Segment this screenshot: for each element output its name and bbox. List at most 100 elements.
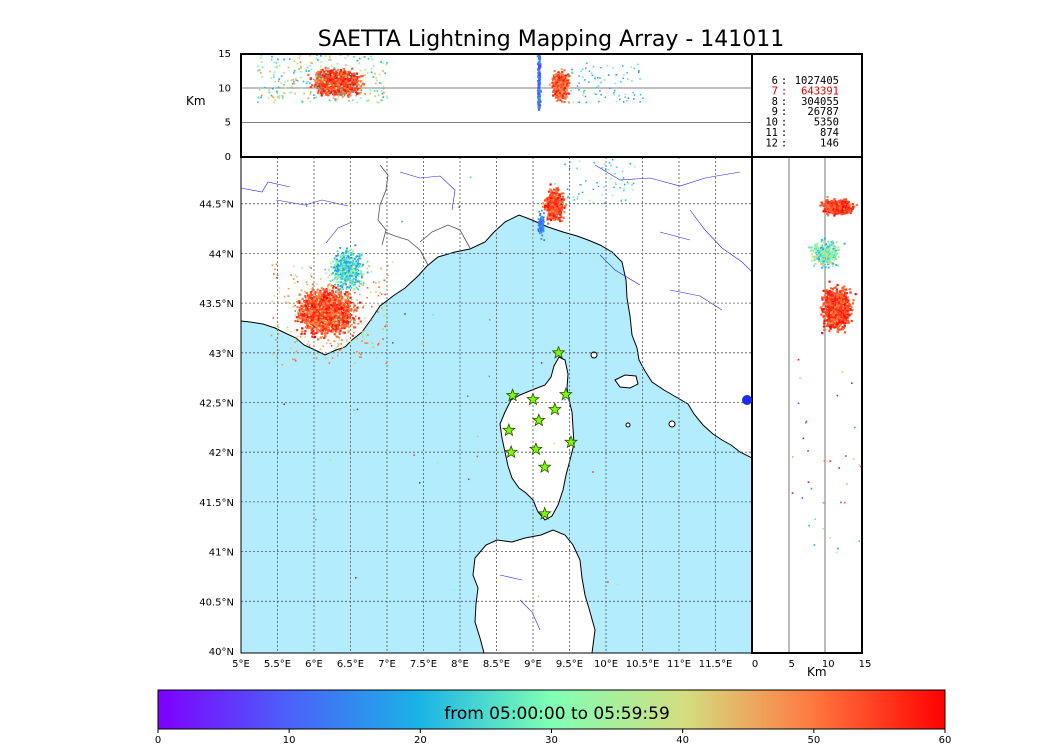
lightning-source-point [320, 317, 323, 320]
lightning-source-point [299, 61, 302, 63]
lightning-source-point [337, 92, 340, 95]
lightning-source-point [335, 286, 338, 289]
lightning-source-point [382, 85, 385, 88]
lightning-source-point [565, 89, 568, 92]
lightning-source-point [344, 312, 348, 315]
lightning-source-point [292, 358, 294, 361]
lightning-source-point [354, 76, 357, 79]
lightning-source-point [555, 193, 558, 196]
lightning-source-point [353, 258, 356, 260]
lightning-source-point [335, 87, 338, 89]
lightning-source-point [311, 293, 314, 297]
lightning-source-point [337, 281, 339, 284]
lightning-source-point [538, 218, 541, 221]
lightning-source-point [326, 84, 329, 87]
lightning-source-point [305, 281, 308, 284]
lightning-source-point [348, 81, 351, 84]
lightning-source-point [311, 318, 314, 321]
lightning-source-point [560, 192, 563, 195]
lightning-source-point [558, 204, 561, 207]
lightning-source-point [305, 319, 308, 322]
lightning-source-point [469, 176, 472, 179]
lightning-source-point [341, 85, 343, 88]
lightning-source-point [294, 274, 297, 277]
lat-tick-label: 40.5°N [199, 597, 234, 608]
lightning-source-point [314, 300, 317, 303]
lightning-source-point [324, 78, 328, 81]
lightning-source-point [380, 99, 382, 102]
lightning-source-point [384, 325, 386, 328]
lightning-source-point [347, 307, 350, 310]
lightning-source-point [346, 286, 349, 289]
lightning-source-point [588, 199, 591, 202]
lightning-source-point [603, 186, 605, 188]
lightning-source-point [334, 307, 337, 310]
lightning-source-point [316, 329, 319, 332]
lightning-source-point [328, 313, 331, 316]
lightning-source-point [339, 261, 342, 264]
lightning-source-point [348, 76, 351, 79]
lightning-source-point [633, 165, 636, 168]
lightning-source-point [357, 266, 360, 269]
lightning-source-point [343, 75, 346, 79]
lightning-source-point [336, 62, 339, 65]
lightning-source-point [348, 249, 351, 252]
lightning-source-point [317, 91, 320, 94]
lightning-source-point [338, 332, 341, 335]
lightning-source-point [333, 92, 337, 96]
lightning-source-point [559, 219, 562, 223]
lightning-source-point [333, 307, 336, 310]
lightning-source-point [345, 265, 348, 268]
lightning-source-point [377, 94, 380, 96]
lightning-source-point [358, 87, 361, 90]
lightning-source-point [308, 321, 311, 324]
lightning-source-point [559, 213, 562, 216]
lightning-source-point [385, 63, 388, 66]
lightning-source-point [564, 205, 567, 208]
lightning-source-point [341, 259, 344, 261]
lightning-source-point [329, 70, 332, 73]
lightning-source-point [341, 254, 344, 257]
lightning-source-point [324, 308, 327, 311]
lightning-source-point [351, 263, 354, 266]
lightning-source-point [348, 71, 352, 74]
lightning-source-point [555, 216, 558, 219]
lightning-source-point [554, 198, 557, 201]
lightning-source-point [336, 261, 339, 264]
lightning-source-point [334, 325, 337, 328]
lightning-source-point [328, 59, 330, 61]
lightning-source-point [364, 55, 366, 58]
lightning-source-point [369, 92, 372, 95]
lightning-source-point [327, 323, 330, 326]
lightning-source-point [342, 273, 345, 275]
lightning-source-point [324, 327, 327, 330]
lon-tick-label: 9.5°E [556, 659, 583, 670]
lightning-source-point [337, 297, 340, 301]
lightning-source-point [332, 318, 335, 321]
lightning-source-point [318, 327, 320, 330]
lightning-source-point [315, 83, 318, 86]
lightning-source-point [375, 282, 377, 284]
lightning-source-point [632, 182, 635, 185]
lightning-source-point [391, 261, 394, 263]
lightning-source-point [336, 303, 340, 306]
lightning-source-point [354, 91, 358, 94]
lightning-source-point [355, 281, 358, 284]
lightning-source-point [283, 92, 286, 95]
lightning-source-point [312, 295, 316, 298]
lightning-source-point [540, 220, 543, 223]
lightning-source-point [355, 276, 357, 279]
lightning-source-point [294, 310, 297, 312]
lightning-source-point [554, 189, 557, 192]
lightning-source-point [312, 94, 315, 96]
lightning-source-point [548, 202, 551, 205]
lightning-source-point [340, 277, 343, 280]
lightning-source-point [384, 72, 387, 75]
lightning-source-point [323, 76, 326, 79]
lightning-source-point [324, 91, 327, 94]
lightning-source-point [327, 268, 330, 271]
lightning-source-point [340, 274, 343, 277]
lightning-source-point [610, 164, 612, 167]
lightning-source-point [356, 255, 359, 258]
lightning-source-point [329, 79, 332, 82]
